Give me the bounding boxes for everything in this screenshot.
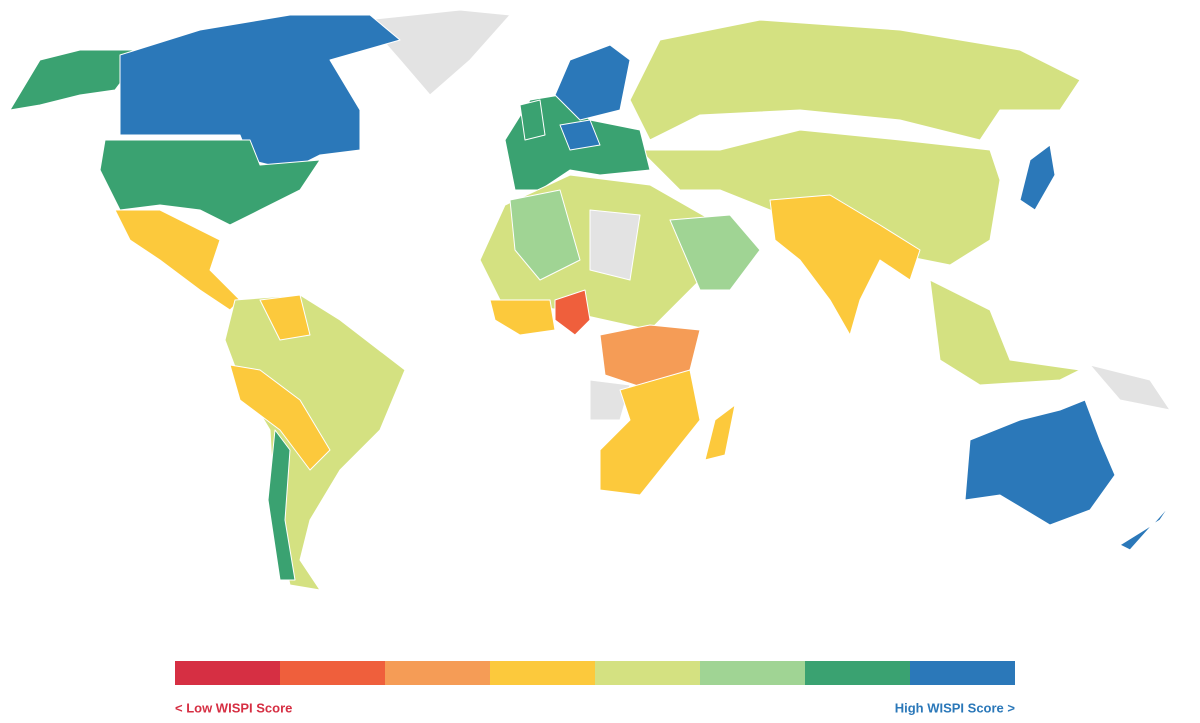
land bbox=[1019, 144, 1056, 211]
legend bbox=[175, 661, 1015, 685]
land bbox=[964, 399, 1116, 526]
land-group bbox=[9, 9, 1171, 591]
land bbox=[929, 279, 1081, 386]
legend-high-label: High WISPI Score > bbox=[895, 700, 1016, 715]
legend-swatch bbox=[490, 661, 595, 685]
land bbox=[1089, 364, 1171, 411]
legend-swatch bbox=[280, 661, 385, 685]
land bbox=[364, 9, 511, 96]
legend-swatch bbox=[595, 661, 700, 685]
land bbox=[589, 209, 641, 281]
land bbox=[99, 139, 321, 226]
land bbox=[559, 119, 601, 151]
land bbox=[519, 99, 546, 141]
land bbox=[267, 429, 296, 581]
land bbox=[259, 294, 311, 341]
legend-swatch bbox=[385, 661, 490, 685]
land bbox=[489, 299, 556, 336]
land bbox=[554, 44, 631, 121]
legend-swatch bbox=[805, 661, 910, 685]
land bbox=[554, 289, 591, 336]
land bbox=[1119, 504, 1171, 551]
land bbox=[119, 14, 401, 171]
land bbox=[229, 364, 331, 471]
land bbox=[599, 369, 701, 496]
legend-swatch bbox=[175, 661, 280, 685]
legend-swatch bbox=[700, 661, 805, 685]
land bbox=[629, 19, 1081, 141]
land bbox=[669, 214, 761, 291]
legend-low-label: < Low WISPI Score bbox=[175, 700, 292, 715]
land bbox=[509, 189, 581, 281]
land bbox=[769, 194, 921, 336]
legend-swatch bbox=[910, 661, 1015, 685]
land bbox=[114, 209, 241, 311]
land bbox=[704, 404, 736, 461]
